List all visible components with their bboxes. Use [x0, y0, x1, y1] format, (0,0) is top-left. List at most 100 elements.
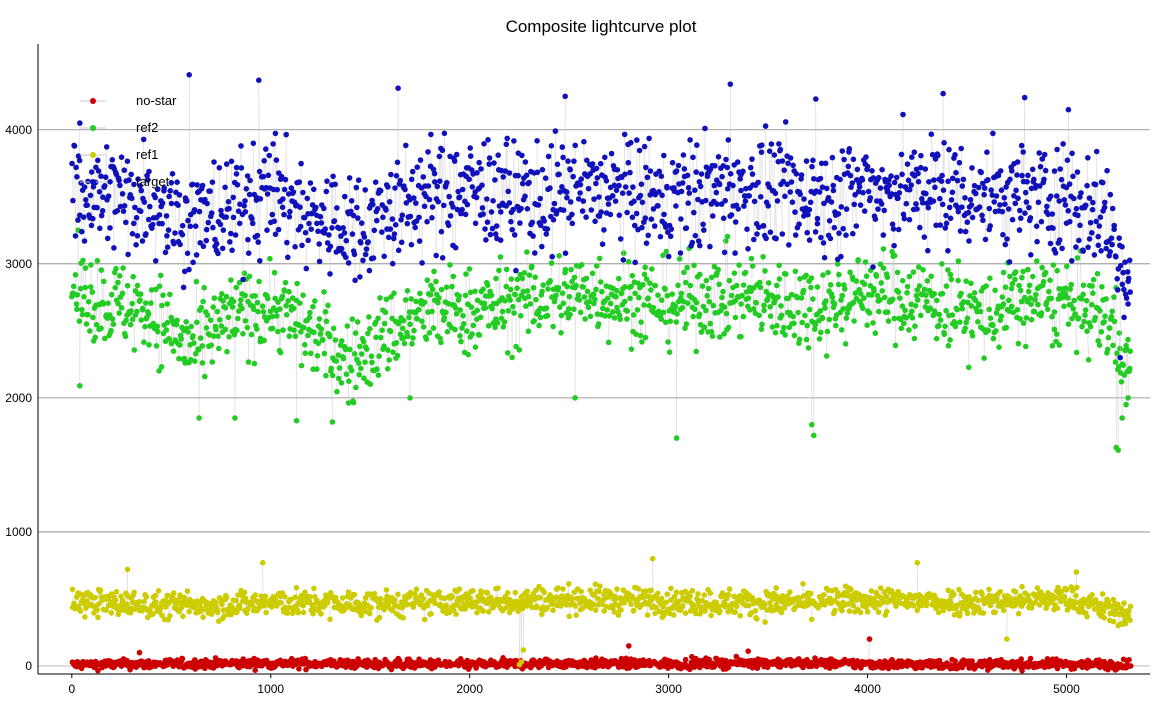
data-point — [663, 248, 670, 255]
data-point — [518, 313, 524, 319]
data-point — [599, 241, 606, 247]
data-point — [629, 214, 636, 221]
data-point — [94, 257, 101, 264]
data-point — [407, 395, 413, 401]
data-point — [128, 308, 134, 314]
data-point — [196, 208, 203, 215]
data-point — [116, 273, 123, 279]
data-point — [539, 288, 545, 295]
data-point — [738, 187, 744, 194]
data-point — [1049, 313, 1055, 320]
data-point — [627, 295, 633, 302]
data-point — [75, 217, 81, 223]
data-point — [701, 227, 707, 233]
data-point — [624, 209, 630, 216]
data-point — [914, 559, 921, 566]
data-point — [341, 230, 348, 236]
data-point — [545, 286, 551, 292]
data-point — [239, 305, 245, 312]
data-point — [124, 601, 130, 608]
data-point — [209, 179, 216, 185]
data-point — [700, 303, 707, 310]
data-point — [579, 208, 586, 214]
data-point — [118, 154, 125, 160]
data-point — [306, 314, 313, 321]
data-point — [964, 315, 971, 322]
data-point — [163, 604, 169, 610]
data-point — [251, 360, 258, 367]
data-point — [212, 599, 219, 606]
data-point — [1119, 415, 1125, 421]
data-point — [340, 225, 346, 231]
data-point — [550, 323, 556, 330]
data-point — [1026, 282, 1033, 289]
data-point — [103, 144, 110, 150]
data-point — [108, 327, 114, 334]
data-point — [667, 233, 674, 240]
data-point — [598, 279, 604, 285]
data-point — [453, 611, 459, 617]
data-point — [245, 236, 251, 243]
data-point — [345, 260, 352, 266]
data-point — [708, 612, 714, 619]
data-point — [249, 220, 256, 227]
data-point — [176, 192, 183, 198]
data-point — [1028, 316, 1035, 323]
data-point — [348, 367, 355, 374]
data-point — [225, 314, 232, 321]
data-point — [675, 282, 681, 289]
data-point — [842, 341, 849, 347]
data-point — [872, 604, 878, 611]
data-point — [992, 609, 998, 615]
data-point — [146, 342, 152, 348]
data-point — [467, 153, 474, 159]
data-point — [355, 177, 362, 183]
data-point — [1101, 615, 1108, 621]
data-point — [281, 211, 287, 218]
data-point — [430, 325, 437, 331]
data-point — [335, 375, 342, 382]
data-point — [651, 223, 658, 229]
data-point — [361, 375, 367, 382]
data-point — [275, 226, 282, 233]
data-point — [1116, 330, 1123, 336]
data-point — [673, 435, 680, 441]
data-point — [919, 665, 926, 671]
data-point — [233, 597, 239, 604]
data-point — [178, 605, 185, 611]
data-point — [806, 206, 813, 213]
data-point — [647, 168, 654, 174]
data-point — [767, 304, 773, 310]
data-point — [624, 308, 631, 314]
data-point — [388, 294, 394, 300]
data-point — [878, 280, 884, 286]
data-point — [597, 160, 604, 167]
data-point — [895, 289, 902, 295]
data-point — [622, 298, 628, 305]
data-point — [339, 338, 345, 344]
data-point — [1122, 620, 1129, 627]
data-point — [621, 131, 628, 138]
data-point — [1034, 258, 1040, 264]
data-point — [687, 593, 693, 599]
data-point — [357, 274, 363, 280]
series-ref2 — [69, 227, 1133, 453]
data-point — [225, 198, 232, 205]
data-point — [257, 258, 263, 264]
data-point — [593, 286, 599, 293]
data-point — [797, 191, 803, 198]
data-point — [983, 283, 989, 289]
data-point — [336, 365, 343, 371]
data-point — [792, 209, 798, 215]
data-point — [371, 590, 378, 597]
data-point — [599, 288, 605, 295]
data-point — [500, 324, 507, 330]
data-point — [85, 311, 91, 318]
data-point — [500, 174, 507, 180]
data-point — [332, 181, 339, 188]
data-point — [744, 226, 750, 232]
data-point — [604, 307, 610, 313]
data-point — [630, 607, 637, 614]
data-point — [445, 222, 452, 229]
data-point — [379, 229, 385, 235]
